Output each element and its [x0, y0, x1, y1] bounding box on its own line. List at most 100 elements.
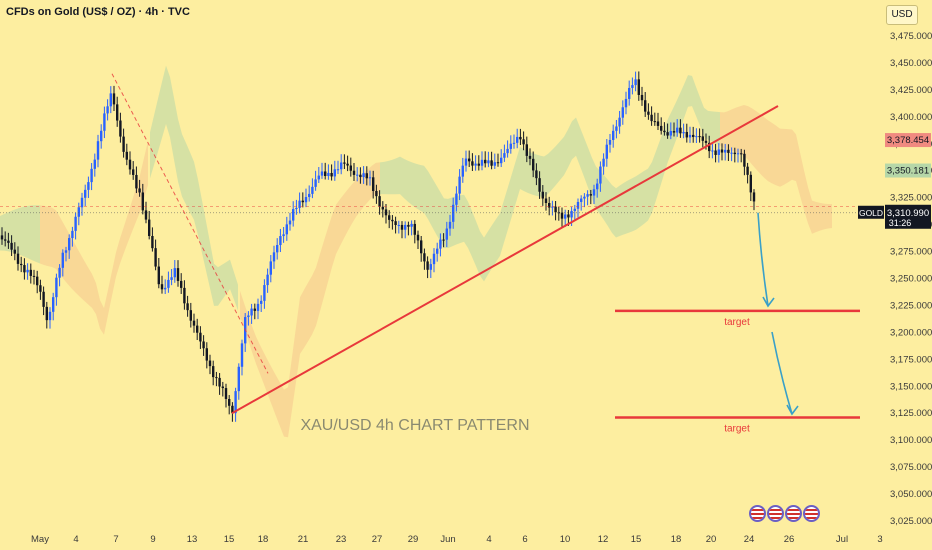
candle-body	[666, 132, 669, 136]
candle-body	[679, 127, 682, 134]
candle-body	[29, 269, 32, 276]
candle-body	[535, 170, 538, 179]
candle-body	[400, 224, 404, 230]
candle-body	[263, 285, 266, 301]
candle-body	[448, 221, 452, 229]
candle-body	[13, 249, 16, 254]
candle-body	[256, 303, 260, 311]
candle-body	[426, 261, 429, 270]
candle-body	[186, 303, 189, 311]
candle-body	[653, 121, 656, 123]
candle-body	[330, 172, 333, 177]
us-flag-event-icon[interactable]	[803, 505, 820, 522]
candle-body	[432, 253, 436, 265]
candle-body	[48, 311, 52, 321]
x-tick-label: 7	[113, 534, 118, 545]
candle-body	[544, 198, 548, 204]
candle-body	[141, 192, 144, 211]
candle-body	[615, 126, 618, 131]
candle-body	[500, 157, 503, 164]
y-tick-label: 3,125.000	[890, 408, 932, 419]
candle-body	[96, 141, 100, 160]
candle-body	[20, 263, 23, 266]
x-tick-label: 15	[224, 534, 235, 545]
candle-body	[135, 174, 138, 189]
candle-body	[122, 136, 125, 152]
ascending-trendline	[231, 105, 779, 415]
y-tick-label: 3,075.000	[890, 462, 932, 473]
y-tick-label: 3,200.000	[890, 327, 932, 338]
candle-body	[688, 134, 692, 138]
candle-body	[516, 136, 519, 143]
us-flag-event-icon[interactable]	[749, 505, 766, 522]
candle-body	[368, 177, 372, 179]
candle-body	[701, 136, 704, 141]
y-tick-label: 3,225.000	[890, 300, 932, 311]
candle-body	[650, 114, 653, 122]
candle-body	[746, 166, 749, 175]
currency-button[interactable]: USD	[886, 5, 918, 25]
candle-body	[272, 252, 276, 262]
candle-body	[32, 275, 36, 277]
candle-body	[580, 198, 583, 202]
candle-body	[304, 197, 308, 203]
candle-body	[596, 183, 599, 190]
x-tick-label: 18	[671, 534, 682, 545]
candle-body	[560, 212, 564, 219]
projection-arrows	[757, 212, 799, 416]
y-tick-label: 3,175.000	[890, 354, 932, 365]
candle-body	[176, 268, 180, 281]
candle-body	[71, 230, 74, 239]
candle-body	[164, 287, 167, 290]
us-flag-event-icon[interactable]	[767, 505, 784, 522]
candle-body	[628, 87, 631, 99]
cloud-segment	[240, 162, 380, 438]
candle-body	[215, 377, 218, 379]
candle-body	[285, 224, 288, 235]
x-tick-label: 23	[336, 534, 347, 545]
candle-body	[180, 280, 183, 288]
candle-body	[282, 234, 285, 237]
candle-body	[487, 160, 490, 164]
candle-body	[592, 189, 596, 196]
price-tag-2-bg	[885, 163, 931, 178]
candle-body	[477, 163, 480, 166]
candle-body	[103, 113, 106, 131]
candle-body	[10, 242, 13, 250]
candle-body	[468, 158, 471, 162]
price-tag-1: 3,378.454	[887, 135, 929, 146]
y-tick-label: 3,025.000	[890, 516, 932, 527]
candle-body	[503, 153, 506, 158]
us-flag-event-icon[interactable]	[785, 505, 802, 522]
candle-body	[429, 264, 432, 270]
candle-body	[439, 239, 442, 249]
candle-body	[602, 158, 605, 167]
candle-body	[128, 159, 132, 170]
candle-body	[720, 149, 724, 153]
candle-body	[704, 140, 708, 143]
candle-body	[608, 139, 612, 145]
cloud-segment	[380, 117, 600, 282]
candle-body	[26, 269, 29, 273]
candle-body	[698, 136, 701, 138]
candle-body	[45, 306, 48, 321]
candle-body	[567, 214, 570, 218]
y-tick-label: 3,475.000	[890, 31, 932, 42]
candle-body	[455, 193, 458, 205]
candle-body	[634, 79, 637, 86]
x-tick-label: 15	[631, 534, 642, 545]
candle-body	[637, 79, 640, 95]
current-price-value: 3,310.990	[887, 208, 929, 219]
candle-body	[4, 239, 7, 241]
candle-body	[410, 223, 413, 227]
candle-body	[42, 291, 45, 307]
candle-body	[205, 348, 208, 361]
candle-body	[349, 165, 352, 171]
candle-body	[375, 190, 378, 197]
candle-body	[692, 134, 695, 138]
candle-body	[192, 320, 196, 326]
candle-body	[538, 178, 541, 192]
candle-body	[87, 182, 90, 190]
